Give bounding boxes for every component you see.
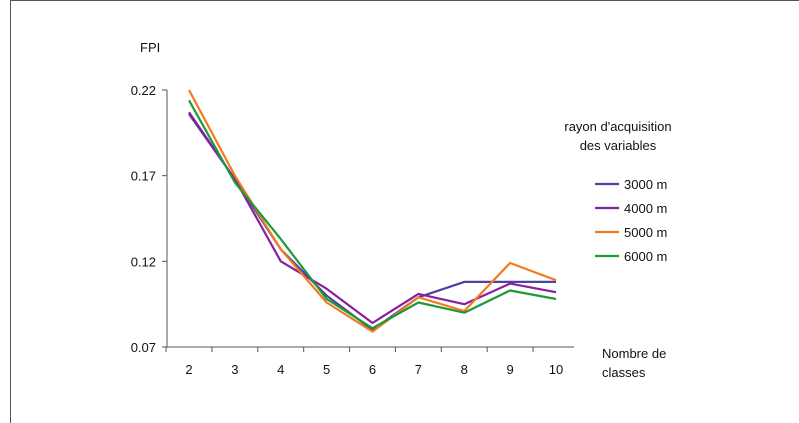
legend-item: 3000 m: [595, 177, 667, 192]
x-tick-label: 6: [369, 362, 376, 377]
y-tick-label: 0.17: [131, 169, 156, 184]
x-tick-label: 2: [185, 362, 192, 377]
legend-label: 5000 m: [624, 225, 667, 240]
series-line: [188, 113, 556, 331]
legend-label: 3000 m: [624, 177, 667, 192]
series-line: [188, 111, 557, 325]
x-tick-label: 4: [277, 362, 284, 377]
series-4000-m: [188, 111, 557, 325]
legend-title: rayon d'acquisition des variables: [564, 119, 671, 153]
y-tick-label: 0.12: [131, 254, 156, 269]
x-axis-label-line: Nombre de: [602, 346, 666, 361]
legend-label: 4000 m: [624, 201, 667, 216]
legend-title-line: des variables: [580, 138, 657, 153]
series-3000-m: [188, 113, 557, 331]
legend: rayon d'acquisition des variables 3000 m 40…: [564, 119, 671, 264]
x-axis: 2 3 4 5 6 7 8 9 10: [165, 346, 574, 377]
x-tick-label: 7: [415, 362, 422, 377]
y-axis: 0.07 0.12 0.17 0.22: [131, 83, 168, 355]
legend-item: 4000 m: [595, 201, 667, 216]
legend-item: 6000 m: [595, 249, 667, 264]
x-tick-label: 5: [323, 362, 330, 377]
legend-label: 6000 m: [624, 249, 667, 264]
series-layer: [188, 89, 557, 333]
legend-title-line: rayon d'acquisition: [564, 119, 671, 134]
y-axis-label: FPI: [140, 40, 160, 55]
series-line: [188, 99, 557, 330]
series-6000-m: [188, 99, 557, 330]
x-tick-label: 9: [507, 362, 514, 377]
x-tick-label: 8: [461, 362, 468, 377]
legend-item: 5000 m: [595, 225, 667, 240]
x-axis-label-line: classes: [602, 365, 646, 380]
y-tick-label: 0.07: [131, 340, 156, 355]
x-axis-label: Nombre de classes: [602, 346, 666, 380]
x-tick-label: 10: [549, 362, 563, 377]
y-tick-label: 0.22: [131, 83, 156, 98]
x-tick-label: 3: [231, 362, 238, 377]
